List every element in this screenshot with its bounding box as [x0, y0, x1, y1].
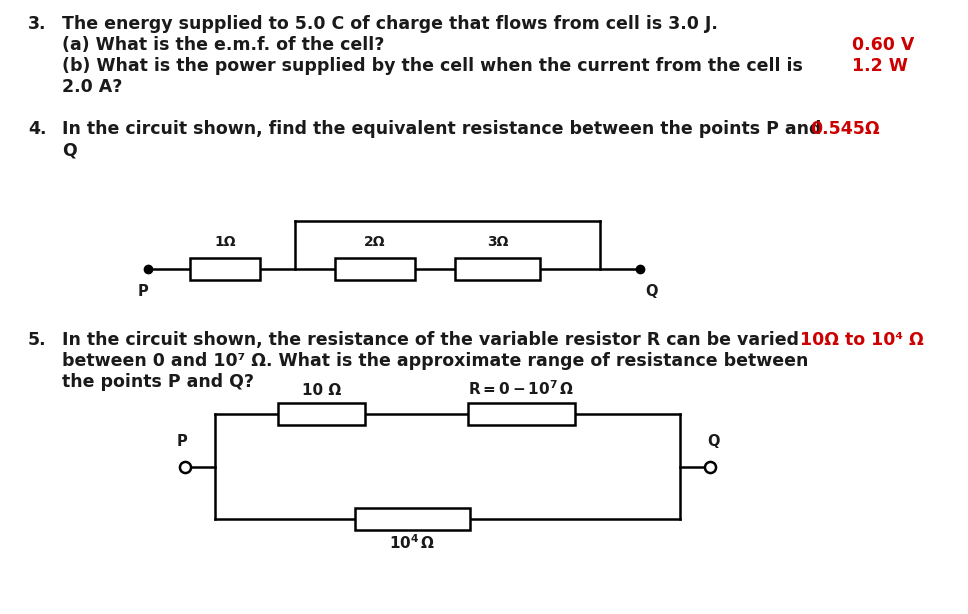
Text: 1Ω: 1Ω — [214, 235, 236, 249]
Bar — [278, 403, 365, 425]
Text: 0.60 V: 0.60 V — [852, 36, 915, 54]
Text: P: P — [137, 284, 148, 299]
Bar — [335, 258, 415, 280]
Text: 1.2 W: 1.2 W — [852, 57, 908, 75]
Text: 3.: 3. — [28, 15, 46, 33]
Text: 2Ω: 2Ω — [364, 235, 386, 249]
Text: 4.: 4. — [28, 120, 46, 138]
Text: In the circuit shown, the resistance of the variable resistor R can be varied: In the circuit shown, the resistance of … — [62, 331, 799, 349]
Text: P: P — [176, 433, 188, 448]
Text: between 0 and 10⁷ Ω. What is the approximate range of resistance between: between 0 and 10⁷ Ω. What is the approxi… — [62, 352, 808, 370]
Text: Q: Q — [646, 284, 658, 299]
Bar — [190, 258, 260, 280]
Bar — [468, 403, 575, 425]
Text: Q: Q — [62, 141, 76, 159]
Text: (b) What is the power supplied by the cell when the current from the cell is: (b) What is the power supplied by the ce… — [62, 57, 802, 75]
Text: (a) What is the e.m.f. of the cell?: (a) What is the e.m.f. of the cell? — [62, 36, 384, 54]
Text: In the circuit shown, find the equivalent resistance between the points P and: In the circuit shown, find the equivalen… — [62, 120, 822, 138]
Text: $\mathbf{10^4\,\Omega}$: $\mathbf{10^4\,\Omega}$ — [389, 533, 436, 552]
Text: 5.: 5. — [28, 331, 46, 349]
Text: Q: Q — [707, 433, 719, 448]
Text: 10Ω to 10⁴ Ω: 10Ω to 10⁴ Ω — [800, 331, 923, 349]
Bar — [355, 508, 470, 530]
Text: 2.0 A?: 2.0 A? — [62, 78, 122, 96]
Text: the points P and Q?: the points P and Q? — [62, 373, 254, 391]
Bar — [455, 258, 540, 280]
Text: 0.545Ω: 0.545Ω — [810, 120, 880, 138]
Text: $\mathbf{R = 0 - 10^7\,\Omega}$: $\mathbf{R = 0 - 10^7\,\Omega}$ — [469, 379, 575, 398]
Text: The energy supplied to 5.0 C of charge that flows from cell is 3.0 J.: The energy supplied to 5.0 C of charge t… — [62, 15, 718, 33]
Text: 3Ω: 3Ω — [487, 235, 508, 249]
Text: 10 Ω: 10 Ω — [302, 383, 341, 398]
